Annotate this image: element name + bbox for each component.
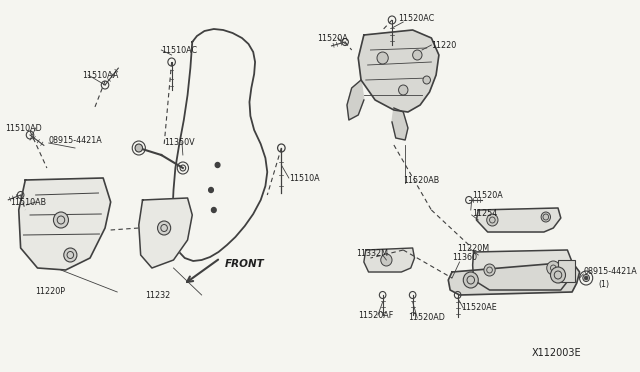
- Circle shape: [64, 248, 77, 262]
- Text: 11510AD: 11510AD: [6, 124, 42, 132]
- Text: 11254: 11254: [472, 208, 497, 218]
- Polygon shape: [476, 208, 561, 232]
- Circle shape: [423, 76, 431, 84]
- Text: 11350V: 11350V: [164, 138, 195, 147]
- Text: X112003E: X112003E: [532, 348, 582, 358]
- Polygon shape: [473, 250, 572, 290]
- Text: 11510AC: 11510AC: [161, 45, 197, 55]
- Polygon shape: [347, 80, 364, 120]
- Text: 11332M: 11332M: [356, 248, 388, 257]
- Text: 11232: 11232: [145, 291, 171, 299]
- Circle shape: [541, 212, 550, 222]
- Circle shape: [377, 52, 388, 64]
- Text: 11360: 11360: [452, 253, 477, 263]
- Circle shape: [547, 261, 560, 275]
- Text: 11520AF: 11520AF: [358, 311, 394, 320]
- Polygon shape: [364, 248, 415, 272]
- Circle shape: [54, 212, 68, 228]
- Text: (1): (1): [598, 279, 609, 289]
- Circle shape: [135, 144, 143, 152]
- Text: 11520A: 11520A: [317, 33, 348, 42]
- Text: 11220: 11220: [431, 41, 457, 49]
- Text: 11220M: 11220M: [458, 244, 490, 253]
- Text: 08915-4421A: 08915-4421A: [583, 267, 637, 276]
- Text: 11520AD: 11520AD: [408, 314, 445, 323]
- Circle shape: [484, 264, 495, 276]
- Circle shape: [209, 187, 213, 192]
- Circle shape: [399, 85, 408, 95]
- Text: 11520AB: 11520AB: [403, 176, 440, 185]
- Text: 11220P: 11220P: [36, 288, 66, 296]
- Polygon shape: [392, 108, 408, 140]
- Text: 08915-4421A: 08915-4421A: [49, 135, 102, 144]
- Circle shape: [550, 267, 566, 283]
- Circle shape: [157, 221, 171, 235]
- Circle shape: [211, 208, 216, 212]
- Circle shape: [584, 276, 588, 280]
- Text: 11510AB: 11510AB: [10, 198, 47, 206]
- Text: 11520AC: 11520AC: [399, 13, 435, 22]
- Bar: [558, 260, 575, 282]
- Polygon shape: [448, 262, 580, 295]
- Polygon shape: [19, 178, 111, 270]
- Circle shape: [215, 163, 220, 167]
- Text: 11520A: 11520A: [472, 190, 502, 199]
- Polygon shape: [358, 30, 439, 112]
- Circle shape: [463, 272, 478, 288]
- Text: 11520AE: 11520AE: [461, 304, 497, 312]
- Text: 11510AA: 11510AA: [83, 71, 119, 80]
- Circle shape: [413, 50, 422, 60]
- Polygon shape: [139, 198, 192, 268]
- Circle shape: [381, 254, 392, 266]
- Circle shape: [487, 214, 498, 226]
- Text: 11510A: 11510A: [289, 173, 319, 183]
- Text: FRONT: FRONT: [225, 259, 265, 269]
